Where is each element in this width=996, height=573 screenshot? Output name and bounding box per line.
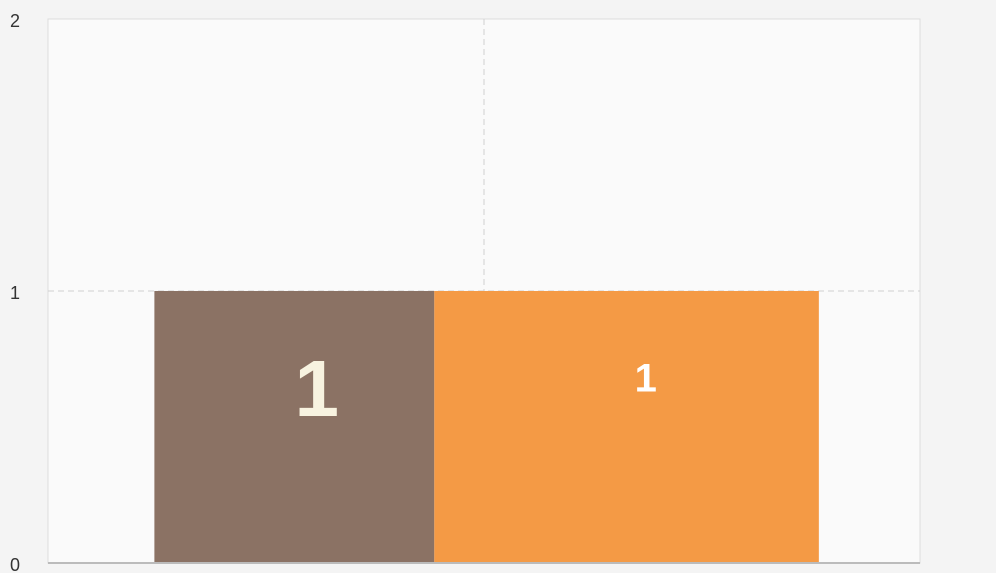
bar	[154, 291, 435, 563]
data-label: 1	[635, 357, 657, 401]
data-label: 1	[294, 344, 339, 433]
bar	[434, 291, 819, 563]
y-tick-label: 2	[10, 11, 20, 31]
y-tick-label: 0	[10, 555, 20, 573]
y-tick-label: 1	[10, 283, 20, 303]
